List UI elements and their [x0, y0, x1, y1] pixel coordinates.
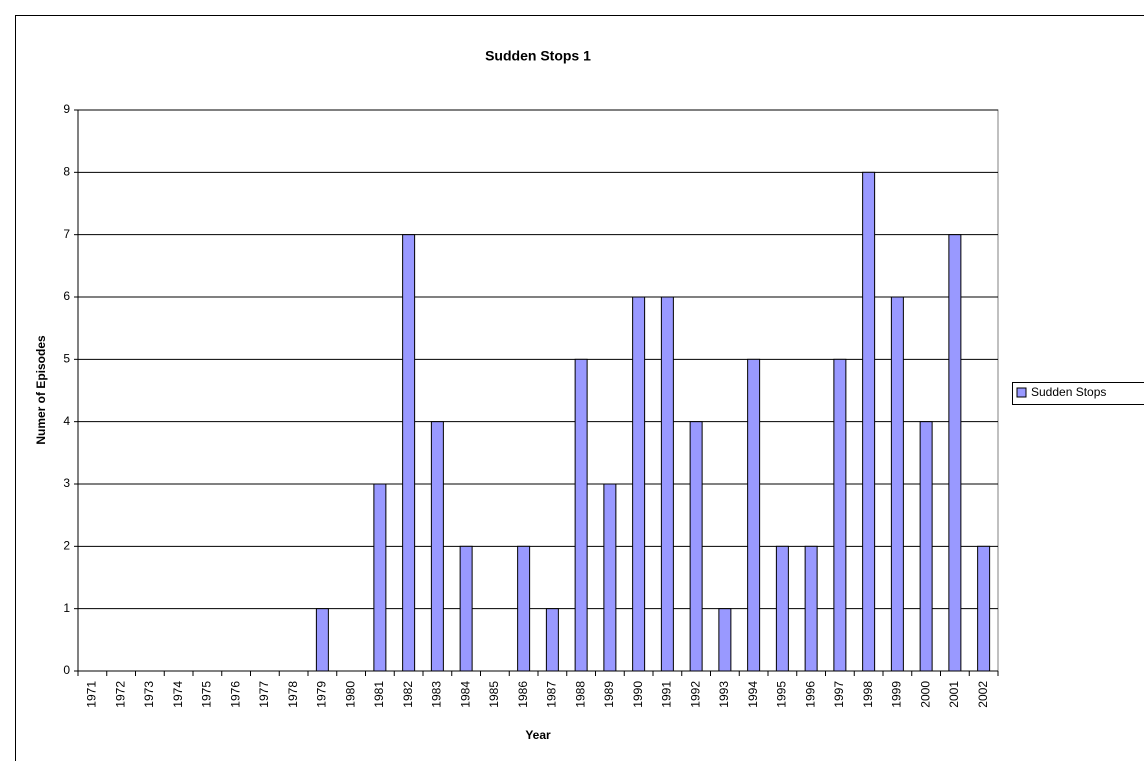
y-tick-label: 8	[63, 165, 70, 179]
bar	[660, 296, 674, 672]
bar	[718, 608, 732, 672]
x-tick-label: 2002	[976, 681, 990, 708]
bar	[373, 483, 387, 672]
plot-area	[77, 109, 999, 672]
x-tick-label: 1977	[257, 681, 271, 708]
y-tick-label: 5	[63, 352, 70, 366]
x-tick-label: 1982	[401, 681, 415, 708]
x-tick-label: 1978	[286, 681, 300, 708]
x-tick-label: 1988	[573, 681, 587, 708]
y-tick-label: 4	[63, 414, 70, 428]
x-tick-label: 1995	[775, 681, 789, 708]
y-tick-label: 9	[63, 102, 70, 116]
x-tick-label: 1974	[171, 681, 185, 708]
bar	[919, 421, 933, 672]
legend	[1012, 382, 1144, 405]
y-tick-label: 7	[63, 227, 70, 241]
x-tick-label: 1986	[516, 681, 530, 708]
bar	[517, 545, 531, 672]
y-tick-label: 1	[63, 601, 70, 615]
bar	[430, 421, 444, 672]
bar	[948, 234, 962, 672]
legend-swatch	[1016, 387, 1027, 398]
x-tick-label: 1993	[717, 681, 731, 708]
y-tick-label: 2	[63, 539, 70, 553]
legend-label: Sudden Stops	[1031, 385, 1106, 399]
x-tick-label: 1991	[660, 681, 674, 708]
bar	[574, 358, 588, 672]
x-tick-label: 1980	[343, 681, 357, 708]
bar	[747, 358, 761, 672]
bar	[977, 545, 991, 672]
bar	[545, 608, 559, 672]
bar	[459, 545, 473, 672]
y-tick-label: 0	[63, 663, 70, 677]
bar	[775, 545, 789, 672]
bar	[833, 358, 847, 672]
x-tick-label: 1984	[458, 681, 472, 708]
chart-title: Sudden Stops 1	[485, 48, 591, 64]
bar	[603, 483, 617, 672]
bar	[632, 296, 646, 672]
bar	[890, 296, 904, 672]
x-tick-label: 1976	[228, 681, 242, 708]
x-tick-label: 1972	[113, 681, 127, 708]
x-tick-label: 1987	[545, 681, 559, 708]
x-tick-label: 1997	[832, 681, 846, 708]
x-tick-label: 2000	[918, 681, 932, 708]
x-tick-label: 1985	[487, 681, 501, 708]
y-tick-label: 3	[63, 476, 70, 490]
x-tick-label: 1979	[315, 681, 329, 708]
x-tick-label: 1989	[602, 681, 616, 708]
x-tick-label: 2001	[947, 681, 961, 708]
y-axis-label: Numer of Episodes	[34, 335, 48, 445]
x-tick-label: 1999	[890, 681, 904, 708]
x-tick-label: 1994	[746, 681, 760, 708]
x-tick-label: 1971	[85, 681, 99, 708]
x-tick-label: 1998	[861, 681, 875, 708]
bar	[315, 608, 329, 672]
bar	[689, 421, 703, 672]
x-tick-label: 1992	[688, 681, 702, 708]
x-tick-label: 1990	[631, 681, 645, 708]
x-axis-label: Year	[525, 728, 551, 742]
x-tick-label: 1973	[142, 681, 156, 708]
bar	[402, 234, 416, 672]
x-tick-label: 1983	[430, 681, 444, 708]
x-tick-label: 1975	[200, 681, 214, 708]
x-tick-label: 1981	[372, 681, 386, 708]
bar	[804, 545, 818, 672]
y-tick-label: 6	[63, 289, 70, 303]
x-tick-label: 1996	[803, 681, 817, 708]
bar	[862, 171, 876, 672]
